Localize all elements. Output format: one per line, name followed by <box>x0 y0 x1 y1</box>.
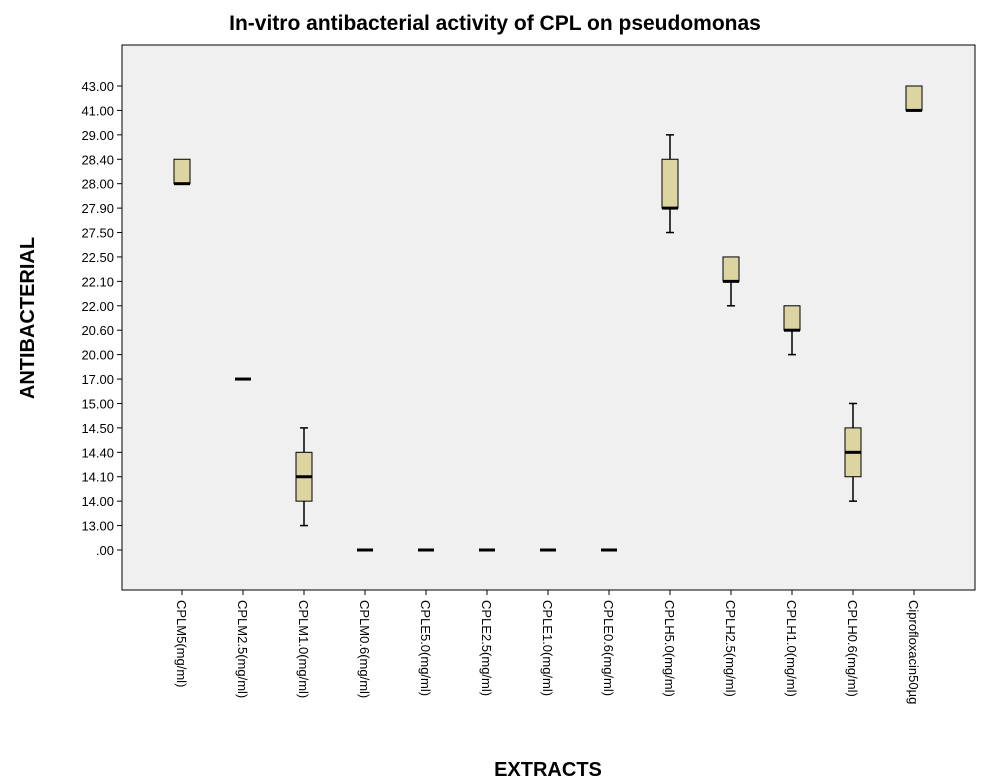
x-tick-label: CPLH5.0(mg/ml) <box>662 600 677 697</box>
y-tick-label: 13.00 <box>81 519 114 534</box>
x-tick-label: Ciprofloxacin50µg <box>906 600 921 704</box>
x-tick-label: CPLM0.6(mg/ml) <box>357 600 372 698</box>
y-tick-label: 22.00 <box>81 299 114 314</box>
y-tick-label: 14.50 <box>81 421 114 436</box>
y-tick-label: 29.00 <box>81 128 114 143</box>
y-tick-label: 20.00 <box>81 348 114 363</box>
plot-area <box>121 44 976 591</box>
x-tick-label: CPLE5.0(mg/ml) <box>418 600 433 696</box>
y-tick-label: 22.50 <box>81 250 114 265</box>
x-tick-label: CPLM2.5(mg/ml) <box>235 600 250 698</box>
box <box>905 85 923 111</box>
y-tick-label: 27.50 <box>81 226 114 241</box>
y-tick-label: 17.00 <box>81 372 114 387</box>
x-tick-label: CPLH0.6(mg/ml) <box>845 600 860 697</box>
box <box>783 305 801 331</box>
box <box>722 256 740 282</box>
x-tick-label: CPLE2.5(mg/ml) <box>479 600 494 696</box>
y-tick-label: 20.60 <box>81 323 114 338</box>
y-tick-label: .00 <box>96 543 114 558</box>
x-tick-label: CPLE0.6(mg/ml) <box>601 600 616 696</box>
y-tick-label: 22.10 <box>81 274 114 289</box>
x-axis-label: EXTRACTS <box>494 759 602 781</box>
x-tick-label: CPLE1.0(mg/ml) <box>540 600 555 696</box>
x-tick-label: CPLH1.0(mg/ml) <box>784 600 799 697</box>
y-tick-label: 14.40 <box>81 445 114 460</box>
box <box>173 158 191 185</box>
y-tick-label: 14.00 <box>81 494 114 509</box>
x-tick-label: CPLH2.5(mg/ml) <box>723 600 738 697</box>
x-tick-label: CPLM1.0(mg/ml) <box>296 600 311 698</box>
y-axis-label: ANTIBACTERIAL <box>17 237 39 399</box>
box <box>661 158 679 209</box>
x-tick-label: CPLM5(mg/ml) <box>174 600 189 687</box>
y-tick-label: 27.90 <box>81 201 114 216</box>
y-tick-label: 14.10 <box>81 470 114 485</box>
y-tick-label: 43.00 <box>81 79 114 94</box>
y-tick-label: 28.40 <box>81 152 114 167</box>
y-tick-label: 28.00 <box>81 177 114 192</box>
chart-title: In-vitro antibacterial activity of CPL o… <box>229 12 761 35</box>
y-tick-label: 41.00 <box>81 103 114 118</box>
y-tick-label: 15.00 <box>81 396 114 411</box>
